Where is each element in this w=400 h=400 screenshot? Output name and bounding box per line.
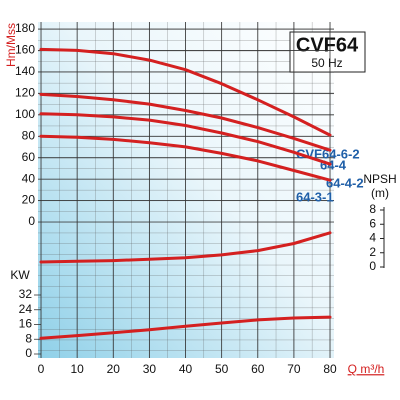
y-tick-label: 60: [22, 150, 36, 164]
fine-grid: [38, 22, 334, 358]
y-tick-label: 0: [369, 259, 376, 273]
chart-subtitle: 50 Hz: [311, 56, 342, 70]
curve: [39, 92, 332, 152]
x-tick-label: 80: [323, 362, 337, 376]
y-tick-label: 140: [15, 64, 35, 78]
x-tick-label: 30: [143, 362, 157, 376]
y-tick-label: 24: [19, 302, 33, 316]
y-tick-label: 16: [19, 317, 33, 331]
x-axis-title: Q m³/h: [348, 362, 385, 376]
y-tick-label: 8: [25, 331, 32, 345]
y-tick-label: 8: [369, 202, 376, 216]
curve: [39, 47, 332, 137]
npsh-axis-unit: (m): [371, 186, 389, 200]
x-tick-label: 20: [107, 362, 121, 376]
y-tick-label: 160: [15, 43, 35, 57]
y-tick-label: 100: [15, 107, 35, 121]
y-tick-label: 4: [369, 231, 376, 245]
x-tick-label: 60: [251, 362, 265, 376]
y-tick-label: 32: [19, 287, 33, 301]
y-tick-label: 120: [15, 86, 35, 100]
y-tick-label: 20: [22, 193, 36, 207]
kw-axis-title: KW: [10, 268, 30, 282]
x-tick-label: 70: [287, 362, 301, 376]
chart-title: CVF64: [296, 34, 359, 56]
y-tick-label: 40: [22, 171, 36, 185]
x-tick-label: 40: [179, 362, 193, 376]
curve: [39, 112, 332, 166]
npsh-axis-title: NPSH: [363, 172, 396, 186]
curve: [39, 315, 332, 340]
x-tick-label: 10: [70, 362, 84, 376]
y-tick-label: 0: [28, 214, 35, 228]
y-tick-label: 6: [369, 216, 376, 230]
x-tick-label: 50: [215, 362, 229, 376]
series-label: 64-3-1: [296, 190, 334, 205]
y-tick-label: 2: [369, 245, 376, 259]
curve: [39, 231, 332, 264]
y-tick-label: 80: [22, 128, 36, 142]
y-tick-label: 0: [25, 346, 32, 360]
y-tick-label: 180: [15, 21, 35, 35]
curve: [39, 134, 332, 182]
series-label: 64-4: [320, 158, 347, 173]
series-label: 64-4-2: [326, 176, 364, 191]
x-tick-label: 0: [38, 362, 45, 376]
y-axis-title: Hm/Mss: [4, 23, 18, 67]
